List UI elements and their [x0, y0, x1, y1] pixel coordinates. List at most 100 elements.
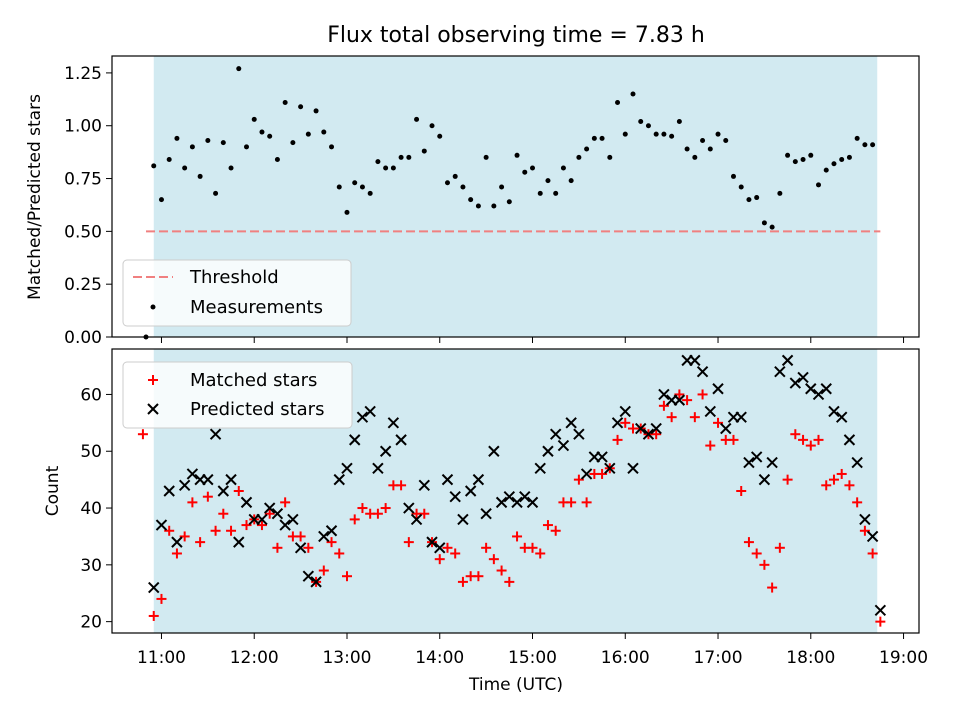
measurement-point: [236, 66, 242, 72]
cross-stroke-b: [720, 422, 732, 435]
measurement-point: [785, 152, 791, 158]
cross-stroke-b: [859, 513, 871, 526]
matched-star-point: [805, 440, 816, 451]
matched-star-point: [782, 474, 793, 485]
matched-star-point: [875, 616, 886, 627]
chart-title: Flux total observing time = 7.83 h: [327, 23, 705, 48]
predicted-star-point: [271, 508, 284, 520]
measurement-point: [166, 157, 172, 163]
predicted-star-point: [410, 513, 423, 526]
x-tick-label: 16:00: [601, 648, 650, 668]
cross-stroke-b: [302, 570, 315, 582]
predicted-star-point: [418, 479, 430, 492]
measurement-point: [359, 184, 365, 190]
matched-star-point: [164, 525, 175, 536]
measurement-point: [437, 133, 443, 139]
measurement-point: [638, 118, 644, 124]
measurement-point: [816, 182, 822, 188]
bottom-y-tick-label: 40: [80, 499, 102, 519]
measurement-point: [530, 165, 536, 171]
measurement-point: [808, 152, 814, 158]
measurement-point: [653, 131, 659, 137]
measurement-point: [607, 154, 613, 160]
predicted-star-point: [302, 570, 315, 582]
matched-star-point: [697, 389, 708, 400]
matched-star-point: [566, 497, 577, 508]
predicted-star-point: [534, 462, 546, 474]
cross-stroke-b: [464, 485, 477, 497]
predicted-star-point: [549, 428, 562, 440]
measurement-point: [298, 104, 304, 110]
predicted-star-point: [843, 434, 856, 446]
cross-stroke-b: [441, 473, 454, 486]
predicted-star-point: [851, 456, 863, 469]
measurement-point: [491, 203, 497, 209]
predicted-star-point: [341, 462, 353, 474]
bottom-plot-frame: [111, 348, 920, 634]
top-plot-frame: [111, 55, 920, 338]
predicted-star-point: [758, 473, 771, 486]
predicted-star-point: [735, 411, 747, 423]
bottom-legend-box: [122, 361, 353, 429]
cross-stroke-b: [294, 542, 307, 554]
cross-stroke-b: [797, 371, 809, 384]
x-tick-label: 18:00: [786, 648, 835, 668]
cross-stroke-b: [534, 462, 546, 474]
measurement-point: [468, 197, 474, 203]
measurement-point: [244, 144, 249, 150]
measurement-point: [444, 180, 450, 186]
matched-star-point: [844, 480, 855, 491]
matched-star-point: [504, 576, 515, 587]
predicted-star-point: [441, 473, 454, 486]
predicted-star-point: [797, 371, 809, 384]
measurement-point: [684, 146, 690, 152]
matched-star-point: [759, 559, 770, 570]
matched-star-point: [202, 491, 213, 502]
measurement-point: [321, 129, 327, 135]
measurement-point: [329, 144, 335, 150]
cross-stroke-b: [549, 428, 562, 440]
measurement-point: [220, 140, 226, 146]
measurement-point: [746, 197, 752, 203]
cross-stroke-b: [202, 473, 214, 486]
cross-stroke-b: [604, 462, 616, 474]
matched-star-point: [396, 480, 407, 491]
matched-star-point: [728, 434, 739, 445]
cross-stroke-b: [573, 428, 585, 440]
predicted-star-point: [472, 473, 485, 486]
predicted-star-point: [766, 456, 778, 469]
measurement-point: [274, 157, 280, 163]
cross-stroke-b: [673, 394, 686, 406]
measurement-point: [777, 190, 783, 196]
matched-star-point: [272, 542, 283, 553]
predicted-star-point: [519, 490, 531, 503]
cross-stroke-b: [812, 388, 825, 401]
predicted-star-point: [720, 422, 732, 435]
cross-stroke-b: [426, 536, 438, 548]
cross-stroke-b: [287, 513, 299, 526]
matched-star-point: [597, 468, 608, 479]
predicted-star-point: [480, 508, 492, 520]
predicted-star-point: [464, 485, 477, 497]
cross-stroke-b: [263, 502, 276, 514]
matched-star-point: [233, 486, 244, 496]
matched-stars-series: [137, 389, 886, 627]
measurement-point: [754, 195, 760, 201]
matched-star-point: [713, 417, 724, 428]
x-axis-label: Time (UTC): [468, 675, 563, 695]
measurement-point: [375, 159, 381, 165]
measurement-point: [831, 161, 837, 167]
predicted-star-point: [457, 513, 469, 526]
measurement-point: [352, 180, 358, 186]
bottom-y-tick-label: 30: [80, 556, 102, 576]
top-legend-box: [122, 259, 352, 327]
measurement-point: [290, 140, 296, 146]
predicted-star-point: [395, 434, 407, 446]
predicted-star-point: [163, 485, 175, 497]
measurement-point: [723, 138, 729, 144]
measurement-point: [514, 152, 520, 158]
matched-star-point: [303, 542, 314, 553]
measurement-point: [545, 178, 551, 184]
matched-star-point: [682, 395, 693, 406]
cross-stroke-b: [851, 456, 863, 469]
